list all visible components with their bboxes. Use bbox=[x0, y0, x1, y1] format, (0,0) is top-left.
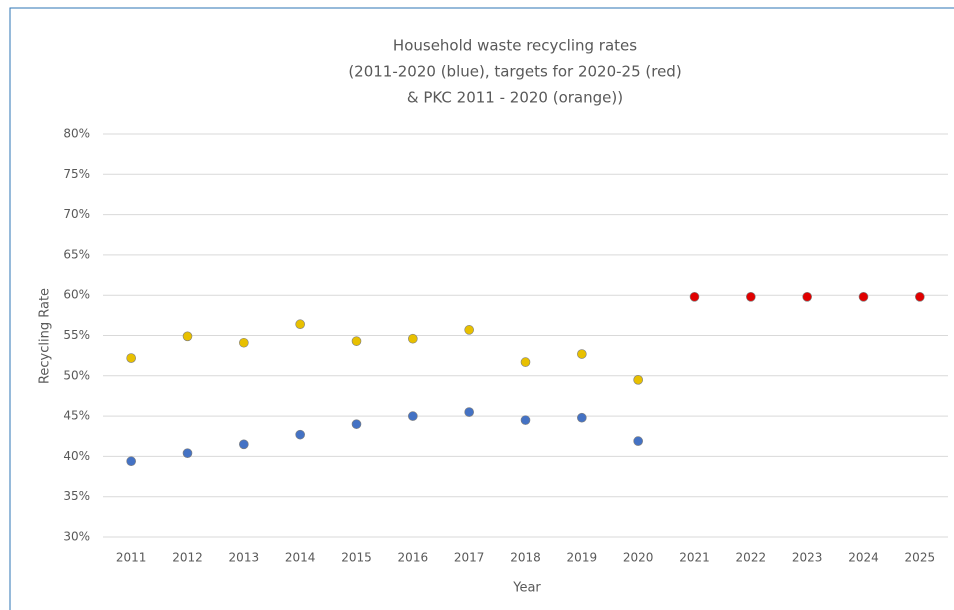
point bbox=[802, 292, 812, 302]
y-tick-label: 45% bbox=[63, 409, 90, 423]
x-tick-label: 2019 bbox=[567, 551, 598, 565]
point bbox=[464, 325, 474, 335]
point bbox=[633, 436, 643, 446]
point bbox=[520, 415, 531, 425]
point bbox=[408, 333, 418, 344]
x-axis-title: Year bbox=[512, 581, 541, 596]
point bbox=[464, 407, 474, 417]
x-tick-label: 2016 bbox=[398, 551, 429, 565]
x-tick-label: 2017 bbox=[454, 551, 485, 565]
point bbox=[295, 319, 305, 330]
x-tick-label: 2025 bbox=[905, 551, 936, 565]
point bbox=[126, 353, 136, 363]
y-tick-label: 40% bbox=[63, 449, 90, 463]
point bbox=[633, 375, 643, 385]
y-tick-label: 70% bbox=[63, 207, 90, 221]
point bbox=[577, 349, 587, 359]
y-tick-label: 65% bbox=[63, 247, 90, 261]
x-tick-label: 2014 bbox=[285, 551, 316, 565]
x-tick-label: 2021 bbox=[679, 551, 710, 565]
chart-title: (2011-2020 (blue), targets for 2020-25 (… bbox=[348, 63, 681, 81]
y-axis-title: Recycling Rate bbox=[38, 288, 53, 384]
point bbox=[239, 439, 249, 450]
x-tick-label: 2011 bbox=[116, 551, 147, 565]
point bbox=[408, 411, 418, 421]
x-tick-label: 2012 bbox=[172, 551, 203, 565]
y-tick-label: 75% bbox=[63, 167, 90, 181]
x-tick-label: 2015 bbox=[341, 551, 372, 565]
point bbox=[295, 429, 305, 440]
point bbox=[182, 448, 193, 458]
point bbox=[351, 419, 362, 429]
point bbox=[182, 331, 193, 342]
y-tick-label: 30% bbox=[63, 530, 90, 544]
point bbox=[577, 412, 587, 423]
x-tick-label: 2013 bbox=[229, 551, 260, 565]
chart-title: Household waste recycling rates bbox=[393, 37, 637, 55]
point bbox=[520, 357, 531, 367]
x-tick-label: 2024 bbox=[848, 551, 879, 565]
point bbox=[746, 292, 756, 302]
chart-title: & PKC 2011 - 2020 (orange)) bbox=[407, 89, 623, 107]
point bbox=[126, 456, 136, 467]
y-tick-label: 55% bbox=[63, 328, 90, 342]
point bbox=[915, 292, 925, 302]
x-tick-label: 2023 bbox=[792, 551, 823, 565]
y-tick-label: 50% bbox=[63, 368, 90, 382]
y-tick-label: 35% bbox=[63, 489, 90, 503]
x-tick-label: 2022 bbox=[736, 551, 767, 565]
point bbox=[689, 292, 700, 302]
point bbox=[351, 336, 362, 346]
chart-frame bbox=[9, 7, 954, 610]
y-tick-label: 60% bbox=[63, 288, 90, 302]
point bbox=[239, 337, 249, 348]
x-tick-label: 2018 bbox=[510, 551, 541, 565]
x-tick-label: 2020 bbox=[623, 551, 654, 565]
point bbox=[858, 292, 869, 302]
y-tick-label: 80% bbox=[63, 127, 90, 141]
